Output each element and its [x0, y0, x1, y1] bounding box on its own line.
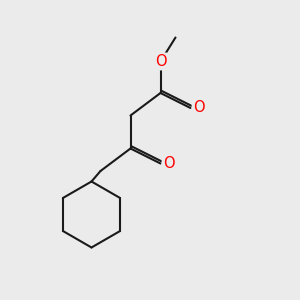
- Text: O: O: [163, 156, 175, 171]
- Text: O: O: [155, 54, 166, 69]
- Text: O: O: [193, 100, 205, 116]
